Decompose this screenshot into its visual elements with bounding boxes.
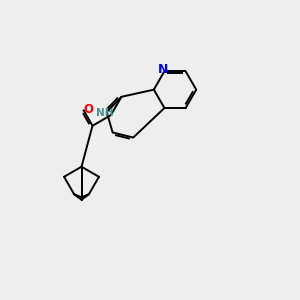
Text: NH: NH [96, 108, 113, 118]
Text: O: O [83, 103, 94, 116]
Text: N: N [158, 63, 168, 76]
